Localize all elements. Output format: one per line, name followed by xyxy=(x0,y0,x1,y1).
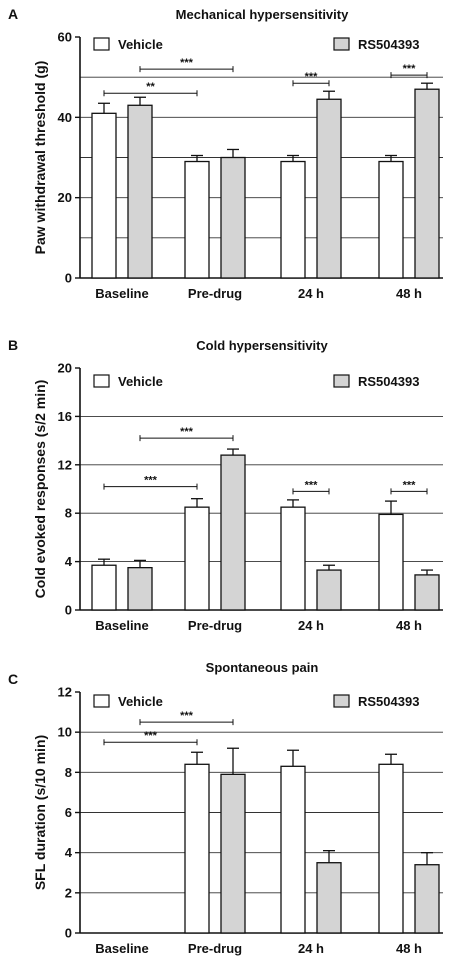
bar-rs504393 xyxy=(127,567,153,611)
y-axis-label: Cold evoked responses (s/2 min) xyxy=(32,380,48,599)
bar-vehicle xyxy=(91,112,117,279)
x-category-label: 48 h xyxy=(396,286,422,301)
y-tick-label: 4 xyxy=(65,554,73,569)
y-tick-label: 16 xyxy=(58,409,72,424)
bar-vehicle xyxy=(184,160,210,279)
y-tick-label: 8 xyxy=(65,506,72,521)
x-category-label: Baseline xyxy=(95,618,148,633)
x-category-label: 24 h xyxy=(298,286,324,301)
bar-vehicle xyxy=(280,765,306,934)
legend-label: RS504393 xyxy=(358,694,419,709)
bar-rs504393 xyxy=(127,104,153,279)
bar-vehicle xyxy=(378,763,404,934)
y-tick-label: 20 xyxy=(58,190,72,205)
legend-swatch-vehicle xyxy=(93,374,110,388)
x-category-label: Pre-drug xyxy=(188,618,242,633)
panel-letter: C xyxy=(8,671,18,687)
significance-label: *** xyxy=(180,426,194,438)
x-category-label: Pre-drug xyxy=(188,941,242,956)
chart-title: Spontaneous pain xyxy=(206,660,319,675)
significance-label: *** xyxy=(180,710,194,722)
y-tick-label: 12 xyxy=(58,457,72,472)
bar-rs504393 xyxy=(414,864,440,934)
y-tick-label: 2 xyxy=(65,885,72,900)
y-tick-label: 20 xyxy=(58,361,72,376)
chart-title: Mechanical hypersensitivity xyxy=(176,7,349,22)
x-category-label: 48 h xyxy=(396,618,422,633)
significance-label: *** xyxy=(305,71,319,83)
legend-swatch-rs504393 xyxy=(333,37,350,51)
bar-vehicle xyxy=(91,564,117,611)
y-tick-label: 60 xyxy=(58,30,72,45)
bar-vehicle xyxy=(184,763,210,934)
significance-label: *** xyxy=(144,475,158,487)
bar-vehicle xyxy=(378,160,404,279)
chart-panel-a: A Mechanical hypersensitivity 0 20 40 60 Paw w… xyxy=(8,6,443,301)
bar-rs504393 xyxy=(316,98,342,279)
legend-label: Vehicle xyxy=(118,694,163,709)
y-tick-label: 8 xyxy=(65,765,72,780)
bar-rs504393 xyxy=(414,574,440,611)
x-category-label: 48 h xyxy=(396,941,422,956)
significance-label: *** xyxy=(305,479,319,491)
bar-vehicle xyxy=(378,513,404,611)
chart-panel-c: C Spontaneous pain 0 2 4 6 8 10 12 SFL duration (… xyxy=(8,660,443,956)
bar-rs504393 xyxy=(220,156,246,279)
y-tick-label: 4 xyxy=(65,845,73,860)
bar-rs504393 xyxy=(220,454,246,611)
significance-label: ** xyxy=(146,81,155,93)
y-axis-label: SFL duration (s/10 min) xyxy=(32,735,48,890)
y-tick-label: 0 xyxy=(65,603,72,618)
y-axis-label: Paw withdrawal threshold (g) xyxy=(32,61,48,255)
legend-swatch-rs504393 xyxy=(333,694,350,708)
bar-rs504393 xyxy=(316,862,342,934)
significance-label: *** xyxy=(144,730,158,742)
legend-label: Vehicle xyxy=(118,37,163,52)
bar-vehicle xyxy=(184,506,210,611)
legend-label: RS504393 xyxy=(358,37,419,52)
y-tick-label: 0 xyxy=(65,271,72,286)
y-tick-label: 40 xyxy=(58,110,72,125)
chart-panel-b: B Cold hypersensitivity 0 4 8 12 16 20 Cold evok… xyxy=(8,337,443,633)
significance-label: *** xyxy=(180,57,194,69)
y-tick-label: 6 xyxy=(65,805,72,820)
bar-vehicle xyxy=(280,506,306,611)
x-category-label: Pre-drug xyxy=(188,286,242,301)
x-category-label: Baseline xyxy=(95,941,148,956)
x-category-label: Baseline xyxy=(95,286,148,301)
bar-rs504393 xyxy=(414,88,440,279)
legend-label: Vehicle xyxy=(118,374,163,389)
bar-vehicle xyxy=(280,160,306,279)
bar-rs504393 xyxy=(316,569,342,611)
significance-label: *** xyxy=(403,63,417,75)
legend-swatch-rs504393 xyxy=(333,374,350,388)
legend-swatch-vehicle xyxy=(93,694,110,708)
panel-letter: B xyxy=(8,337,18,353)
y-tick-label: 10 xyxy=(58,725,72,740)
panel-letter: A xyxy=(8,6,18,22)
legend-swatch-vehicle xyxy=(93,37,110,51)
y-tick-label: 12 xyxy=(58,685,72,700)
significance-label: *** xyxy=(403,479,417,491)
bar-rs504393 xyxy=(220,773,246,934)
x-category-label: 24 h xyxy=(298,941,324,956)
y-tick-label: 0 xyxy=(65,926,72,941)
chart-title: Cold hypersensitivity xyxy=(196,338,328,353)
legend-label: RS504393 xyxy=(358,374,419,389)
x-category-label: 24 h xyxy=(298,618,324,633)
